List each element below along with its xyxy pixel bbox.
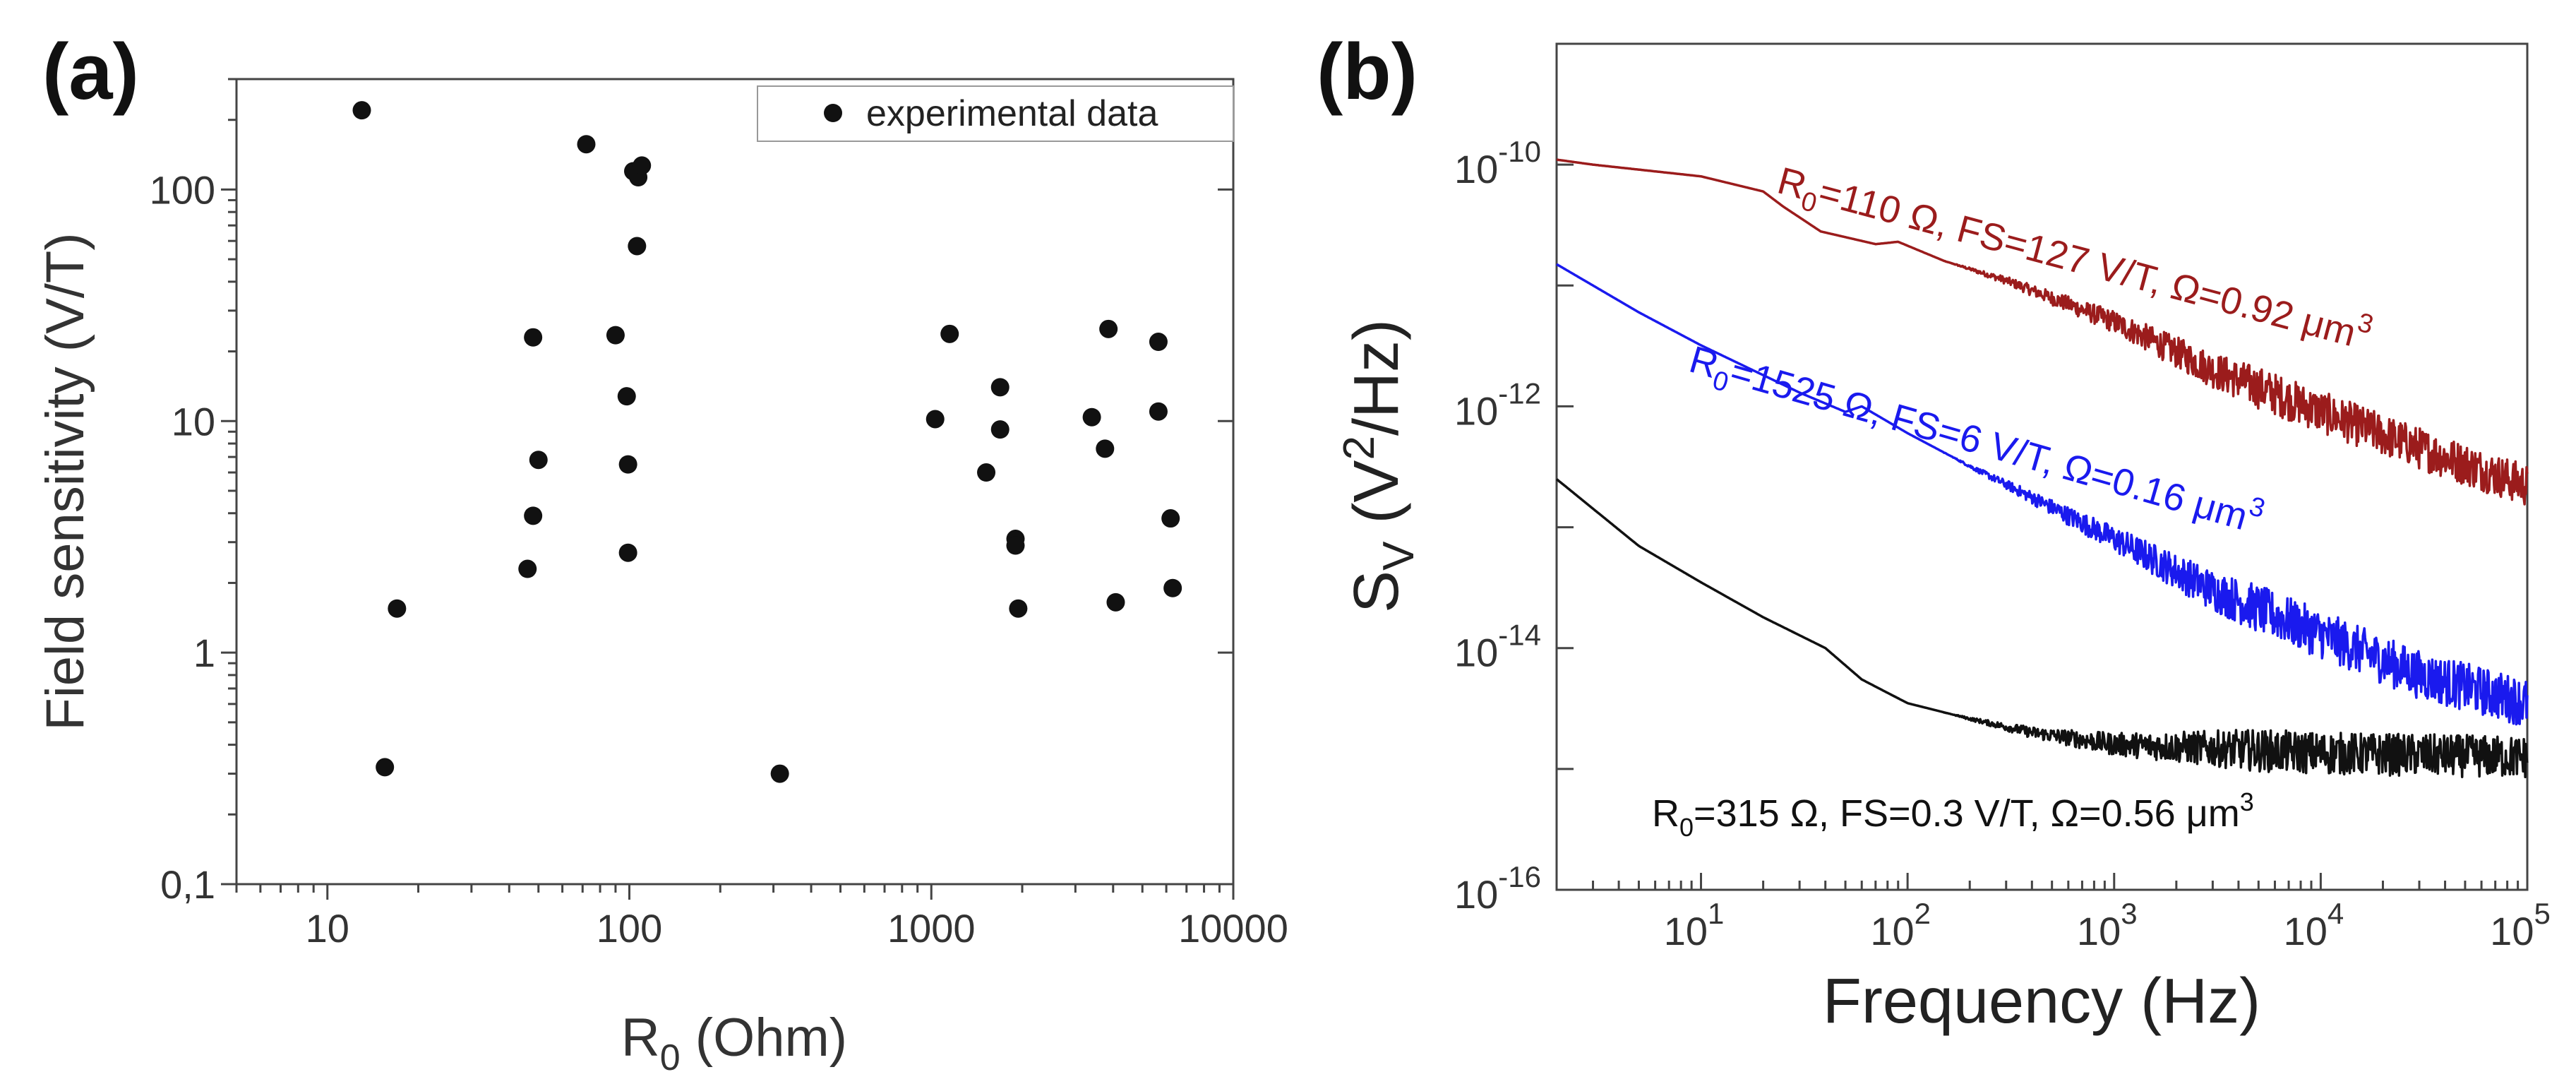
data-point <box>1106 592 1125 612</box>
data-point <box>524 328 543 347</box>
data-point <box>633 156 652 175</box>
data-point <box>618 455 637 474</box>
x-tick-label: 1000 <box>887 906 976 951</box>
data-point <box>1163 578 1182 597</box>
y-tick-label: 1 <box>193 631 215 675</box>
x-tick-label: 10 <box>306 906 349 951</box>
x-tick-label: 100 <box>597 906 662 951</box>
series-line-2 <box>1555 478 2529 779</box>
y-tick-label: 10-16 <box>1454 860 1541 917</box>
panel-b-noise-spectra: (b) 101 102 103 104 10510-1010-1210-1410-16 … <box>1317 28 2551 1037</box>
panel-b-label: (b) <box>1317 28 1418 116</box>
panel-a-data-points <box>352 101 1182 783</box>
x-tick-label: 102 <box>1870 897 1931 953</box>
data-point <box>1009 599 1028 618</box>
data-point <box>529 451 548 470</box>
data-point <box>388 599 407 618</box>
x-tick-label: 101 <box>1664 897 1725 953</box>
panel-b-x-axis-title: Frequency (Hz) <box>1823 966 2260 1037</box>
data-point <box>1149 333 1168 352</box>
panel-a-scatter-plot: (a) 10 100 1000 10000 0,1 1 10 100 experimental… <box>35 28 1288 1078</box>
series-line-1 <box>1556 263 2529 726</box>
data-point <box>618 543 637 562</box>
y-tick-label: 10-12 <box>1454 376 1541 433</box>
panel-a-label: (a) <box>42 28 139 116</box>
data-point <box>1149 402 1168 421</box>
panel-a-x-axis-title: R0 (Ohm) <box>621 1008 847 1078</box>
panel-b-y-axis-title: SV (V2/Hz) <box>1335 319 1423 613</box>
data-point <box>524 506 543 525</box>
x-tick-label: 10000 <box>1178 906 1288 951</box>
legend-marker <box>824 104 842 122</box>
data-point <box>990 378 1010 397</box>
x-tick-label: 104 <box>2284 897 2344 953</box>
panel-a-legend: experimental data <box>757 85 1234 142</box>
data-point <box>1082 407 1101 427</box>
panel-b-axis-ticks: 101 102 103 104 105 10-10 10-12 10-14 10-16 <box>1454 135 2551 953</box>
data-point <box>990 420 1010 439</box>
panel-a-axis-ticks: 10 100 1000 10000 0,1 1 10 100 <box>150 78 1288 951</box>
data-point <box>1096 439 1115 458</box>
series-line-0 <box>1556 158 2529 506</box>
data-point <box>1006 536 1025 555</box>
data-point <box>925 410 945 429</box>
data-point <box>518 559 537 578</box>
y-tick-label: 0,1 <box>160 862 215 907</box>
data-point <box>606 326 625 345</box>
y-tick-label: 100 <box>150 167 215 212</box>
data-point <box>628 237 647 256</box>
data-point <box>770 764 789 783</box>
data-point <box>977 463 996 482</box>
legend-label: experimental data <box>866 93 1158 134</box>
x-tick-label: 103 <box>2077 897 2138 953</box>
x-tick-label: 105 <box>2490 897 2551 953</box>
y-tick-label: 10-10 <box>1454 135 1541 191</box>
data-point <box>577 135 596 154</box>
data-point <box>940 324 959 343</box>
annotation-black-series: R0=315 Ω, FS=0.3 V/T, Ω=0.56 μm3 <box>1652 787 2254 842</box>
panel-a-y-axis-title: Field sensitivity (V/T) <box>35 232 95 730</box>
data-point <box>376 758 395 777</box>
panel-b-series-lines <box>1555 158 2529 779</box>
annotation-red-series: R0=110 Ω, FS=127 V/T, Ω=0.92 μm3 <box>1771 153 2376 366</box>
data-point <box>617 387 636 406</box>
data-point <box>1161 509 1180 528</box>
y-tick-label: 10-14 <box>1454 619 1541 675</box>
data-point <box>1099 319 1118 338</box>
y-tick-label: 10 <box>172 399 215 443</box>
data-point <box>352 101 371 120</box>
panel-a-plot-frame <box>235 78 1235 886</box>
